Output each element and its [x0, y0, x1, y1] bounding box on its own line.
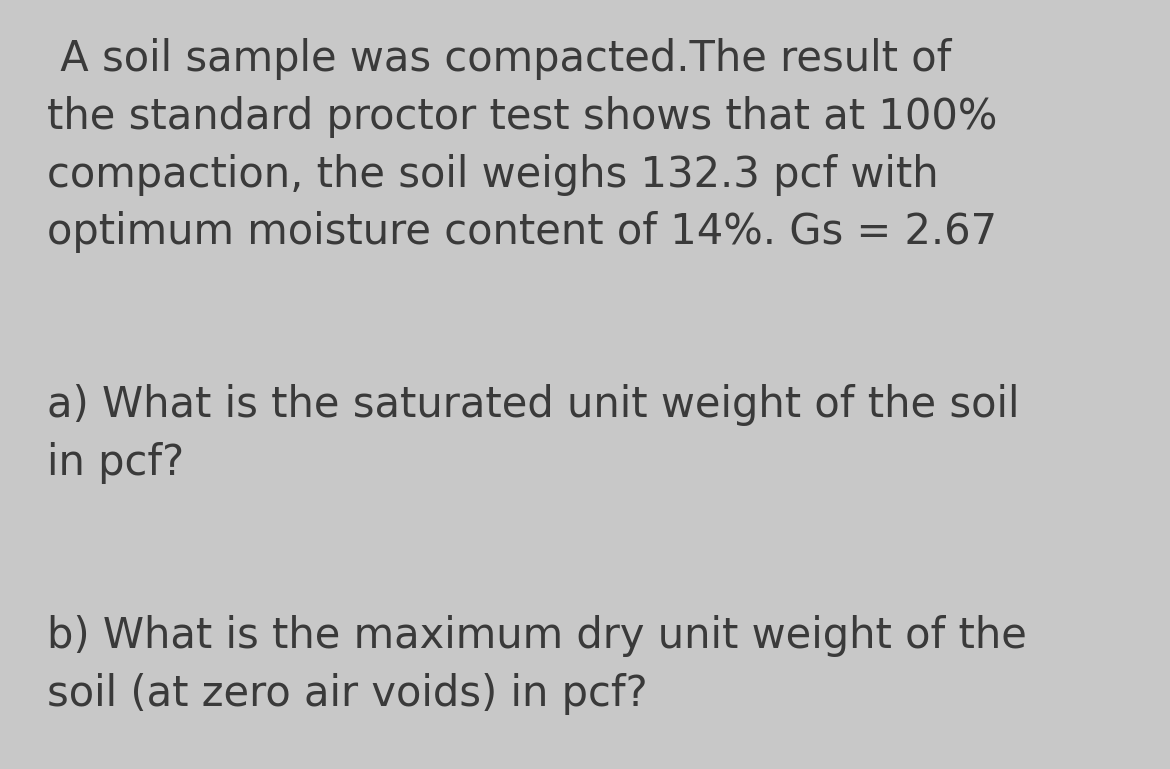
Text: A soil sample was compacted.The result of: A soil sample was compacted.The result o… — [47, 38, 951, 81]
Text: optimum moisture content of 14%. Gs = 2.67: optimum moisture content of 14%. Gs = 2.… — [47, 211, 997, 254]
Text: in pcf?: in pcf? — [47, 442, 184, 484]
Text: b) What is the maximum dry unit weight of the: b) What is the maximum dry unit weight o… — [47, 615, 1027, 657]
Text: a) What is the saturated unit weight of the soil: a) What is the saturated unit weight of … — [47, 384, 1019, 427]
Text: compaction, the soil weighs 132.3 pcf with: compaction, the soil weighs 132.3 pcf wi… — [47, 154, 938, 196]
Text: the standard proctor test shows that at 100%: the standard proctor test shows that at … — [47, 96, 997, 138]
Text: soil (at zero air voids) in pcf?: soil (at zero air voids) in pcf? — [47, 673, 647, 715]
